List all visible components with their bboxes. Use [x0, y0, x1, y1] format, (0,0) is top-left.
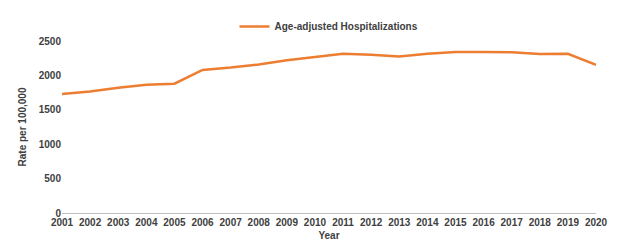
svg-text:2016: 2016	[472, 217, 495, 228]
svg-text:2002: 2002	[79, 217, 102, 228]
svg-text:2004: 2004	[135, 217, 158, 228]
svg-text:Rate per 100,000: Rate per 100,000	[17, 87, 28, 166]
svg-text:2009: 2009	[276, 217, 299, 228]
svg-text:1000: 1000	[39, 139, 62, 150]
svg-text:2007: 2007	[220, 217, 243, 228]
svg-text:2006: 2006	[191, 217, 214, 228]
svg-text:Year: Year	[318, 230, 339, 241]
svg-text:Age-adjusted Hospitalizations: Age-adjusted Hospitalizations	[275, 21, 418, 32]
svg-text:500: 500	[44, 173, 61, 184]
svg-text:2014: 2014	[416, 217, 439, 228]
svg-text:2010: 2010	[304, 217, 327, 228]
svg-text:2011: 2011	[332, 217, 354, 228]
svg-text:2003: 2003	[107, 217, 130, 228]
svg-text:2005: 2005	[163, 217, 186, 228]
svg-text:2001: 2001	[51, 217, 74, 228]
svg-text:2012: 2012	[360, 217, 383, 228]
svg-text:2020: 2020	[585, 217, 608, 228]
svg-text:2000: 2000	[39, 70, 62, 81]
svg-text:2019: 2019	[557, 217, 580, 228]
svg-text:2015: 2015	[444, 217, 467, 228]
svg-text:2013: 2013	[388, 217, 411, 228]
svg-text:0: 0	[55, 208, 61, 219]
svg-text:2018: 2018	[529, 217, 552, 228]
svg-text:2008: 2008	[248, 217, 271, 228]
svg-text:2017: 2017	[501, 217, 524, 228]
svg-text:2500: 2500	[39, 36, 62, 47]
svg-text:1500: 1500	[39, 104, 62, 115]
